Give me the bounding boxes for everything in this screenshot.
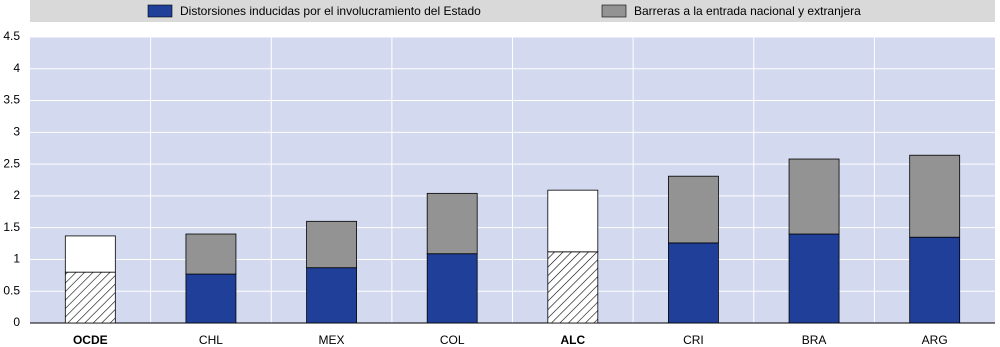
y-tick-label: 1 — [13, 252, 20, 266]
x-tick-label: ARG — [922, 333, 948, 347]
y-tick-label: 2 — [13, 188, 20, 202]
bar-segment — [64, 271, 116, 324]
bar-segment — [668, 175, 719, 244]
bar-segment — [788, 158, 840, 235]
y-tick-label: 2.5 — [3, 156, 20, 170]
bar-segment — [426, 253, 478, 324]
legend-box — [30, 0, 995, 22]
x-tick-label: MEX — [319, 333, 345, 347]
bar-segment — [306, 267, 357, 324]
legend-swatch — [601, 4, 627, 18]
legend-label: Distorsiones inducidas por el involucram… — [180, 4, 481, 18]
x-tick-label: COL — [440, 333, 465, 347]
legend-swatch — [147, 4, 173, 18]
y-tick-label: 1.5 — [3, 220, 20, 234]
y-tick-label: 3 — [13, 125, 20, 139]
bar-segment — [64, 235, 116, 273]
bar-segment — [547, 251, 599, 324]
bar-segment — [306, 220, 357, 269]
bar-segment — [668, 242, 719, 324]
x-tick-label: OCDE — [73, 333, 108, 347]
y-tick-label: 0.5 — [3, 283, 20, 297]
y-tick-label: 4.5 — [3, 29, 20, 43]
x-tick-label: ALC — [560, 333, 585, 347]
y-tick-label: 4 — [13, 61, 20, 75]
bar-segment — [185, 233, 237, 275]
y-tick-label: 3.5 — [3, 93, 20, 107]
x-tick-label: CRI — [683, 333, 704, 347]
bar-segment — [909, 154, 961, 238]
bar-segment — [909, 236, 961, 324]
legend-label: Barreras a la entrada nacional y extranj… — [634, 4, 861, 18]
bar-segment — [185, 273, 237, 324]
bar-segment — [426, 192, 478, 255]
y-tick-label: 0 — [13, 315, 20, 329]
x-tick-label: CHL — [199, 333, 223, 347]
x-tick-label: BRA — [802, 333, 827, 347]
bar-segment — [547, 189, 599, 253]
bar-segment — [788, 233, 840, 324]
